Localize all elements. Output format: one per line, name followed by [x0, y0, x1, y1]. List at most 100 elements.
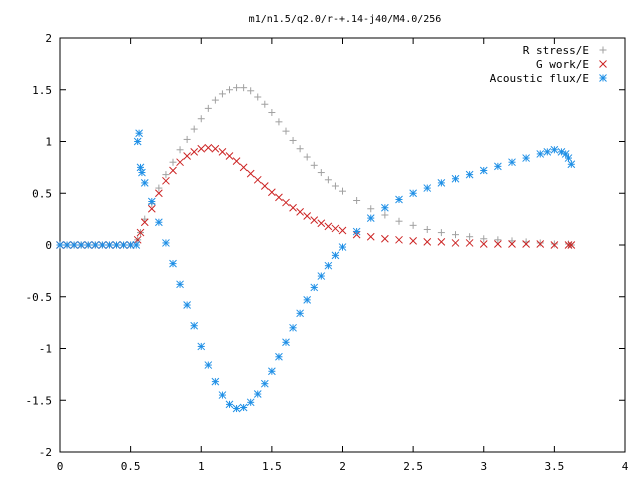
- data-point: [232, 157, 241, 166]
- data-point: [218, 90, 226, 98]
- data-point: [225, 400, 234, 409]
- data-point: [155, 189, 163, 198]
- y-tick-label: -0.5: [26, 291, 53, 304]
- data-point: [204, 143, 213, 152]
- data-point: [240, 84, 248, 92]
- data-point: [409, 237, 417, 245]
- y-tick-label: -2: [39, 446, 52, 459]
- data-point: [155, 218, 163, 227]
- data-point: [494, 236, 502, 244]
- data-point: [437, 179, 446, 187]
- data-point: [162, 171, 170, 179]
- data-point: [183, 152, 191, 160]
- y-tick-label: -1: [39, 343, 52, 356]
- data-point: [395, 217, 403, 225]
- data-point: [339, 187, 346, 195]
- axis-ticks: 0 0.5 1 1.5 2 2.5 3 3.5 4 -2 -1.5 -1 -0.5 0 0.5 1 1.5 2: [26, 32, 629, 473]
- data-point: [536, 150, 545, 158]
- data-point: [105, 241, 114, 249]
- data-point: [451, 174, 460, 183]
- data-point: [275, 193, 283, 202]
- x-tick-label: 2.5: [403, 460, 423, 473]
- data-point: [353, 196, 361, 204]
- data-point: [162, 239, 170, 247]
- data-point: [190, 125, 198, 133]
- data-point: [561, 150, 570, 158]
- data-point: [317, 219, 326, 228]
- data-point: [176, 158, 184, 167]
- data-point: [567, 241, 576, 249]
- data-point: [522, 154, 530, 162]
- data-point: [494, 162, 502, 171]
- data-point: [317, 169, 325, 177]
- data-point: [190, 321, 199, 330]
- data-point: [303, 153, 311, 161]
- data-point: [452, 231, 459, 239]
- data-point: [218, 391, 227, 399]
- data-point: [381, 203, 389, 212]
- y-tick-label: 1.5: [32, 84, 52, 97]
- data-point: [190, 147, 199, 156]
- data-point: [98, 241, 107, 249]
- data-point: [119, 241, 128, 249]
- data-point: [169, 259, 177, 268]
- legend-label: R stress/E: [523, 44, 589, 57]
- data-point: [296, 145, 304, 153]
- data-point: [289, 323, 297, 332]
- data-point: [494, 240, 502, 248]
- data-point: [63, 241, 71, 249]
- data-point: [381, 234, 389, 243]
- x-tick-label: 0: [57, 460, 64, 473]
- legend-label: G work/E: [536, 58, 589, 71]
- data-point: [183, 135, 191, 143]
- data-point: [247, 87, 255, 95]
- data-point: [260, 379, 269, 388]
- data-point: [275, 118, 283, 126]
- data-point: [176, 146, 184, 154]
- data-point: [423, 184, 432, 192]
- series-layer: [56, 84, 576, 413]
- data-point: [324, 261, 333, 270]
- legend-label: Acoustic flux/E: [490, 72, 589, 85]
- data-point: [479, 166, 488, 175]
- data-point: [254, 93, 262, 101]
- x-tick-label: 3: [480, 460, 487, 473]
- data-point: [480, 235, 488, 243]
- data-point: [536, 240, 545, 248]
- x-tick-label: 2: [339, 460, 346, 473]
- legend-marker: [599, 60, 607, 68]
- data-point: [204, 361, 213, 369]
- data-point: [567, 160, 576, 169]
- data-point: [331, 251, 340, 260]
- x-tick-label: 3.5: [544, 460, 564, 473]
- data-point: [225, 152, 234, 160]
- data-point: [282, 338, 290, 347]
- data-point: [169, 158, 177, 166]
- x-tick-label: 4: [622, 460, 629, 473]
- data-point: [423, 225, 431, 233]
- data-point: [296, 309, 304, 318]
- data-point: [246, 398, 255, 407]
- data-point: [147, 197, 156, 206]
- data-point: [289, 203, 297, 212]
- data-point: [466, 233, 474, 241]
- data-point: [155, 184, 163, 192]
- data-point: [204, 104, 212, 112]
- data-point: [133, 137, 142, 146]
- data-point: [564, 154, 573, 162]
- data-point: [176, 280, 184, 289]
- data-point: [246, 169, 255, 178]
- data-point: [296, 208, 304, 216]
- data-point: [126, 241, 135, 249]
- data-point: [226, 86, 233, 94]
- data-point: [550, 145, 559, 154]
- data-point: [423, 238, 432, 246]
- data-point: [70, 241, 78, 249]
- data-point: [138, 168, 146, 177]
- series-g-work-e: [56, 143, 576, 249]
- data-point: [324, 176, 332, 184]
- data-point: [162, 176, 170, 185]
- y-tick-label: 2: [45, 32, 52, 45]
- data-point: [197, 144, 206, 153]
- data-point: [84, 241, 93, 249]
